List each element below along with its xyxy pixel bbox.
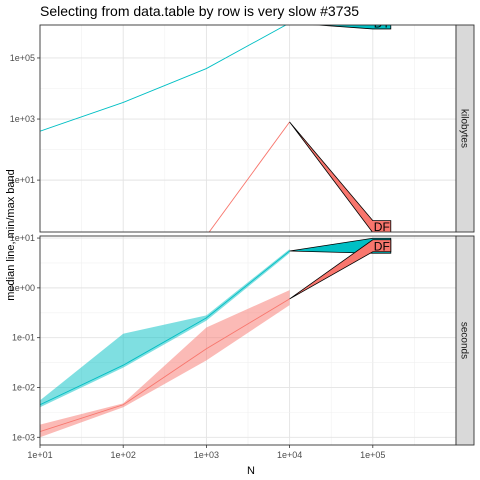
band-DF <box>40 290 290 438</box>
strip-label-seconds: seconds <box>459 322 470 359</box>
direct-label-box-DT <box>312 25 392 30</box>
median-line-DT <box>40 250 290 406</box>
plot-area: DT DF <box>40 16 392 234</box>
y-axis-label: median line, min/max band <box>5 169 17 300</box>
chart-title: Selecting from data.table by row is very… <box>40 3 359 19</box>
tick-label-y: 1e+05 <box>10 53 35 63</box>
strip-label-kilobytes: kilobytes <box>459 109 470 148</box>
tick-label-y: 1e+03 <box>10 114 35 124</box>
tick-label-y: 1e+01 <box>10 233 35 243</box>
strip-kilobytes <box>455 24 475 233</box>
tick-label-y: 1e+01 <box>10 175 35 185</box>
direct-label-DF: DF <box>374 220 390 234</box>
direct-label-DT: DT <box>374 16 391 30</box>
strip-seconds <box>455 235 475 446</box>
direct-label-DF: DF <box>374 239 390 253</box>
direct-label-box-DF <box>289 239 392 300</box>
tick-label-x: 1e+04 <box>277 450 302 460</box>
tick-label-x: 1e+05 <box>360 450 385 460</box>
tick-label-x: 1e+02 <box>111 450 136 460</box>
median-line-DF <box>208 121 290 232</box>
panel-kilobytes: 1e+01 1e+03 1e+05 DT DF kilobytes <box>10 16 475 234</box>
x-axis-label: N <box>247 465 255 477</box>
tick-label-y: 1e-01 <box>12 333 35 343</box>
tick-label-y: 1e+00 <box>10 283 35 293</box>
tick-label-y: 1e-03 <box>12 432 35 442</box>
direct-label-box-DF <box>289 121 392 232</box>
median-line-DT <box>40 25 287 132</box>
tick-label-x: 1e+01 <box>27 450 52 460</box>
band-DT <box>40 249 290 408</box>
tick-label-x: 1e+03 <box>194 450 219 460</box>
median-line-DF <box>40 298 290 433</box>
tick-label-y: 1e-02 <box>12 382 35 392</box>
